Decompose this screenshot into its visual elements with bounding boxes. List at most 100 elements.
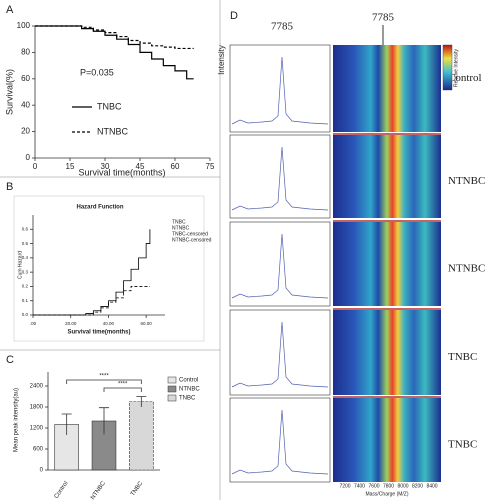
peak-label: 7785 — [271, 21, 294, 33]
colorbar — [442, 44, 453, 91]
legend-label: TNBC — [97, 101, 122, 111]
y-tick-label: 0.6 — [22, 226, 29, 231]
sig-label: **** — [118, 382, 128, 388]
y-tick-label: 0.3 — [22, 269, 29, 274]
heatmap — [333, 310, 441, 395]
x-tick-label: .00 — [30, 321, 37, 326]
x-tick-label: NTNBC — [90, 480, 107, 500]
heatmap — [333, 45, 441, 132]
x-tick-label: 20.00 — [65, 321, 77, 326]
y-tick-label: 40 — [21, 100, 30, 109]
panel-label: D — [230, 10, 238, 22]
panel-d: D 7785 7785 Intensity Control NTNBC NTNBC TNBC T… — [217, 10, 485, 497]
sig-bracket — [103, 387, 142, 392]
legend-label: NTNBC — [97, 126, 128, 136]
spectrum — [231, 146, 329, 211]
x-tick-label: 8200 — [412, 483, 423, 489]
y-tick-label: 0.4 — [22, 255, 29, 260]
x-tick-label: 8000 — [397, 483, 408, 489]
legend-label: NTNBC-censored — [172, 237, 212, 243]
y-tick-label: 0.0 — [22, 312, 29, 317]
panel-label: B — [6, 181, 13, 193]
x-tick-label: 0 — [33, 162, 38, 171]
y-axis-label: Survival(%) — [4, 69, 14, 115]
y-tick-label: 0 — [26, 153, 31, 162]
heatmap — [333, 222, 441, 306]
legend-label: NTNBC — [179, 387, 200, 393]
x-axis-label: Survival time(months) — [78, 167, 165, 177]
x-tick-label: 7600 — [368, 483, 379, 489]
x-tick-label: TNBC — [130, 480, 145, 497]
x-tick-label: 60.00 — [141, 321, 153, 326]
y-axis-label: Cum Hazard — [17, 251, 23, 279]
legend-swatch — [167, 385, 177, 393]
spectrum-frame — [229, 309, 331, 396]
x-tick-label: 7400 — [354, 483, 365, 489]
x-tick-label: 7200 — [339, 483, 350, 489]
step-line — [35, 25, 194, 50]
x-axis-label: Mass/Charge (M/Z) — [365, 491, 408, 497]
x-tick-label: 60 — [171, 162, 180, 171]
error-bar — [99, 407, 109, 435]
y-tick-label: 60 — [21, 74, 30, 83]
step-line — [33, 286, 150, 316]
legend-swatch — [167, 394, 177, 402]
x-tick-label: 8400 — [426, 483, 437, 489]
plot-frame — [13, 195, 205, 342]
x-axis-label: Survival time(months) — [67, 330, 130, 336]
x-tick-label: 75 — [206, 162, 215, 171]
row-label: TNBC — [448, 439, 477, 451]
step-line — [33, 229, 151, 316]
x-tick-label: 40.00 — [103, 321, 115, 326]
legend-label: TNBC — [172, 219, 186, 225]
colorbar-label: Relative Intensity — [453, 48, 459, 87]
row-label: Control — [448, 72, 482, 84]
axis-line — [32, 215, 165, 316]
y-tick-label: 100 — [17, 21, 31, 30]
bar — [129, 401, 154, 471]
x-tick-label: Control — [54, 481, 70, 500]
heatmap — [333, 135, 441, 218]
legend-label: NTNBC — [172, 225, 190, 231]
y-tick-label: 0 — [40, 468, 44, 474]
panel-label: C — [6, 354, 14, 366]
annotation: P=0.035 — [80, 67, 114, 77]
spectrum — [231, 233, 329, 299]
spectrum — [231, 409, 329, 475]
y-tick-label: 2400 — [30, 384, 44, 390]
x-tick-label: 7800 — [383, 483, 394, 489]
step-line — [35, 25, 194, 80]
y-tick-label: 600 — [33, 447, 44, 453]
legend-label: Control — [179, 378, 198, 384]
spectrum — [231, 56, 329, 125]
row-label: NTNBC — [448, 263, 485, 275]
y-tick-label: 1200 — [30, 426, 44, 432]
sig-bracket — [66, 379, 142, 384]
y-tick-label: 0.2 — [22, 284, 29, 289]
y-tick-label: 80 — [21, 48, 30, 57]
error-bar — [61, 413, 72, 435]
error-bar — [136, 396, 147, 407]
axis-line — [34, 26, 210, 159]
heatmap — [333, 398, 441, 482]
legend-swatch — [167, 376, 177, 384]
legend-label: TNBC-censored — [172, 231, 208, 237]
spectrum — [231, 321, 329, 388]
y-tick-label: 0.5 — [22, 241, 29, 246]
row-label: TNBC — [448, 351, 477, 363]
y-axis-label: Intensity — [217, 45, 226, 75]
y-tick-label: 20 — [21, 127, 30, 136]
y-tick-label: 0.1 — [22, 298, 29, 303]
y-axis-label: Mean peak intensity(au) — [14, 388, 20, 452]
x-tick-label: 45 — [136, 162, 145, 171]
legend-label: TNBC — [179, 396, 196, 402]
x-tick-label: 15 — [66, 162, 75, 171]
peak-label: 7785 — [372, 12, 395, 24]
chart-title: Hazard Function — [76, 205, 123, 211]
sig-label: **** — [99, 374, 109, 380]
panel-label: A — [6, 4, 14, 16]
x-tick-label: 30 — [101, 162, 110, 171]
row-label: NTNBC — [448, 175, 485, 187]
y-tick-label: 1800 — [30, 405, 44, 411]
